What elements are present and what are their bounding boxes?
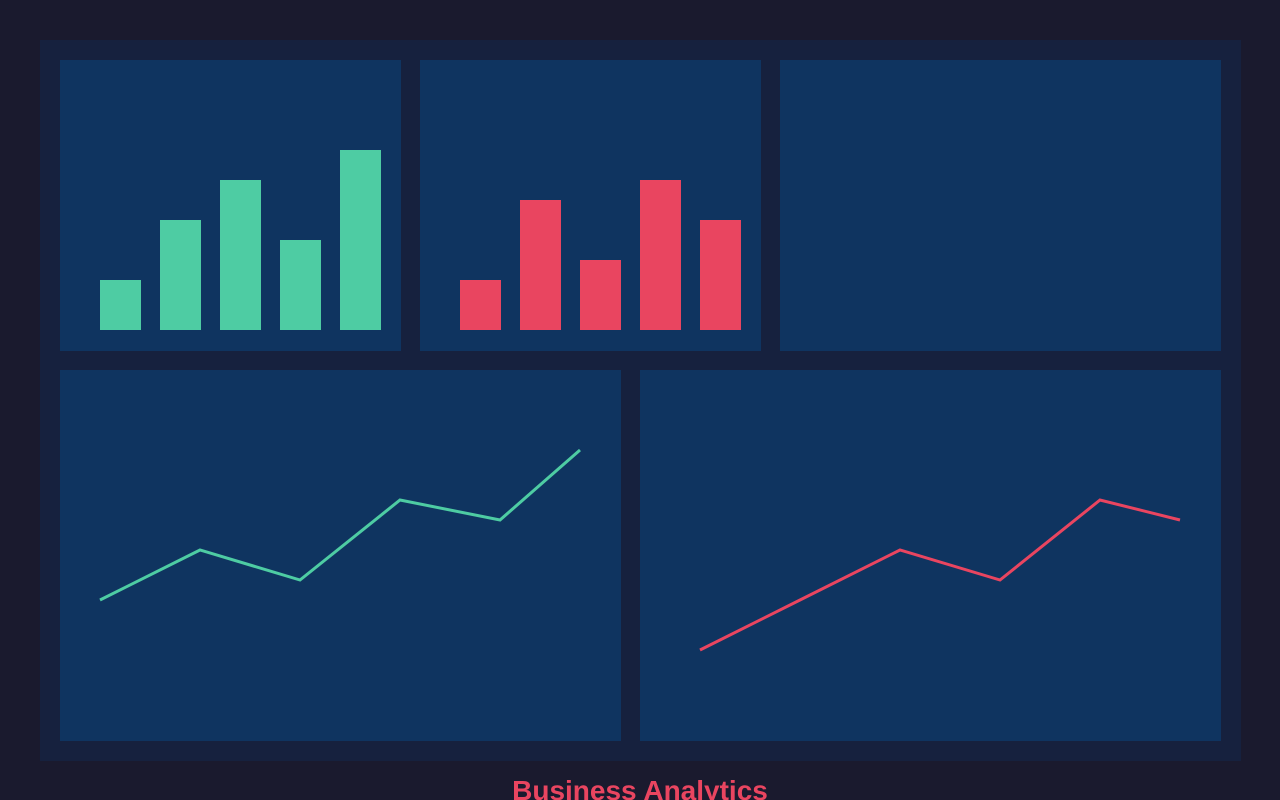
line	[99, 448, 581, 602]
line	[699, 498, 1181, 652]
panel	[780, 60, 1221, 351]
bar	[280, 240, 321, 330]
bar	[700, 220, 741, 330]
bar	[160, 220, 201, 330]
panel	[60, 370, 621, 741]
bar	[460, 280, 501, 330]
panel	[640, 370, 1221, 741]
dashboard-title: Business Analytics	[512, 775, 768, 800]
bar	[340, 150, 381, 330]
bar	[580, 260, 621, 330]
bar	[220, 180, 261, 330]
bar	[640, 180, 681, 330]
bar	[100, 280, 141, 330]
bar	[520, 200, 561, 330]
